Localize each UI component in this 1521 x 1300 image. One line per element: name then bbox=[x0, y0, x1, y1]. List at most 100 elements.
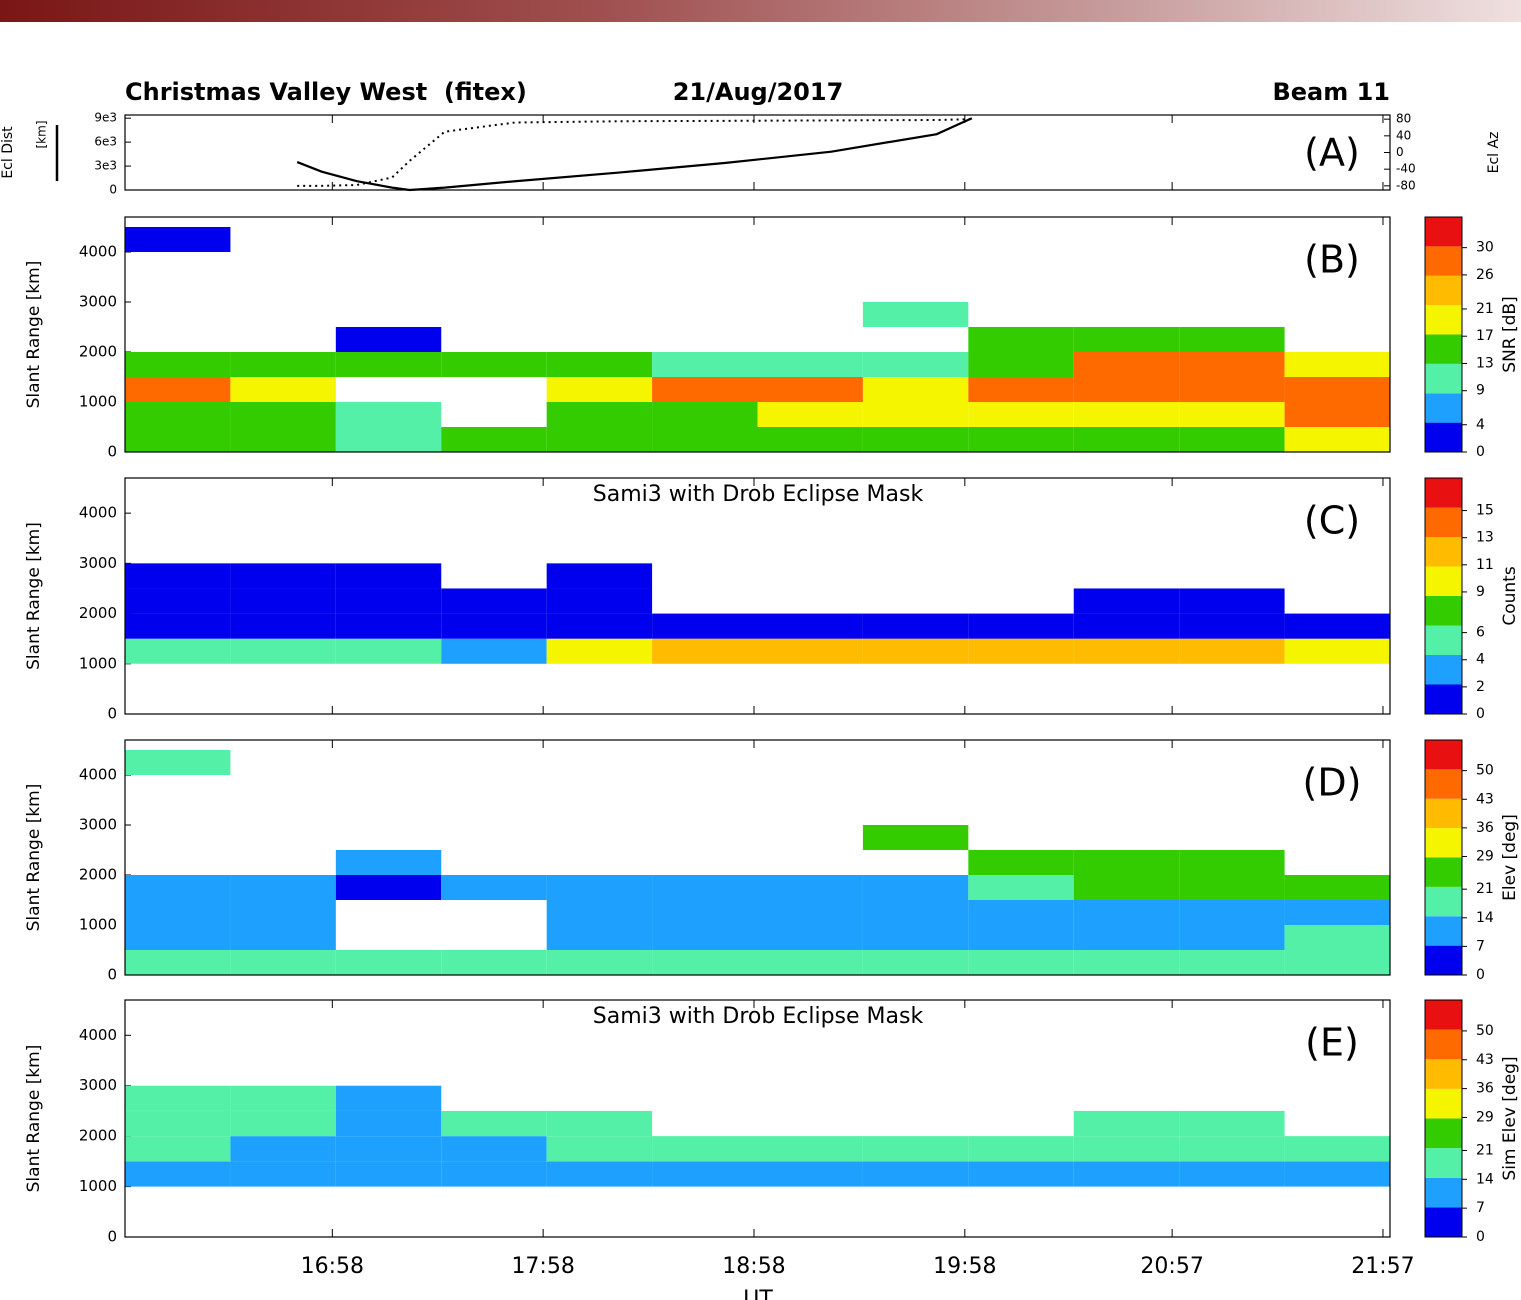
colorbar-segment bbox=[1425, 275, 1462, 306]
heatmap-cell bbox=[125, 227, 231, 252]
heatmap-cell bbox=[125, 750, 231, 775]
heatmap-cell bbox=[862, 352, 969, 377]
colorbar-tick-label: 43 bbox=[1476, 1052, 1494, 1068]
heatmap-cell bbox=[546, 638, 653, 664]
colorbar-tick-label: 13 bbox=[1476, 530, 1494, 546]
heatmap-cell bbox=[230, 402, 336, 427]
colorbar-tick-label: 0 bbox=[1476, 444, 1485, 460]
heatmap-cell bbox=[546, 950, 653, 975]
heatmap-cell bbox=[968, 850, 1074, 875]
panel-label: (D) bbox=[1303, 761, 1362, 805]
colorbar-tick-label: 36 bbox=[1476, 820, 1494, 836]
plot-frame bbox=[124, 999, 1391, 1238]
heatmap-cell bbox=[125, 427, 231, 452]
figure-date: 21/Aug/2017 bbox=[673, 78, 844, 106]
heatmap-cell bbox=[1179, 327, 1285, 352]
heatmap-cell bbox=[652, 950, 758, 975]
y-tick-label: 3000 bbox=[79, 554, 117, 572]
heatmap-cell bbox=[1179, 1136, 1285, 1162]
heatmap-cell bbox=[968, 613, 1074, 639]
colorbar-segment bbox=[1425, 537, 1462, 567]
heatmap-cell bbox=[335, 950, 442, 975]
heatmap-cell bbox=[968, 402, 1074, 427]
heatmap-cell bbox=[1284, 402, 1390, 427]
heatmap-cell bbox=[1179, 427, 1285, 452]
colorbar-tick-label: 9 bbox=[1476, 383, 1485, 399]
colorbar-tick-label: 9 bbox=[1476, 584, 1485, 600]
heatmap-cell bbox=[230, 352, 336, 377]
heatmap-cell bbox=[862, 825, 969, 850]
heatmap-cell bbox=[1284, 377, 1390, 402]
heatmap-cell bbox=[1073, 950, 1180, 975]
y2-tick-label: 40 bbox=[1396, 128, 1411, 142]
y-tick-label: 6e3 bbox=[94, 135, 117, 149]
colorbar-segment bbox=[1425, 422, 1462, 452]
heatmap-cell bbox=[862, 302, 969, 327]
heatmap-cell bbox=[125, 613, 231, 639]
y-tick-label: 4000 bbox=[79, 243, 117, 261]
heatmap-cell bbox=[1179, 1161, 1285, 1187]
figure-beam: Beam 11 bbox=[1272, 78, 1390, 106]
y-tick-label: 3000 bbox=[79, 293, 117, 311]
heatmap-cell bbox=[757, 402, 863, 427]
y-label: Ecl Dist bbox=[0, 126, 16, 179]
heatmap-cell bbox=[652, 1136, 758, 1162]
heatmap-cell bbox=[757, 427, 863, 452]
y2-label: Ecl Az bbox=[1486, 132, 1502, 174]
panel-label: (E) bbox=[1305, 1021, 1359, 1065]
colorbar-tick-label: 0 bbox=[1476, 1229, 1485, 1245]
heatmap-cell bbox=[1073, 427, 1180, 452]
heatmap-cell bbox=[125, 377, 231, 402]
heatmap-cell bbox=[1073, 352, 1180, 377]
heatmap-cell bbox=[862, 377, 969, 402]
x-tick-label: 19:58 bbox=[933, 1254, 996, 1279]
y-label: Slant Range [km] bbox=[24, 784, 44, 932]
heatmap-cell bbox=[1073, 638, 1180, 664]
heatmap-cell bbox=[1179, 588, 1285, 614]
heatmap-cell bbox=[546, 588, 653, 614]
heatmap-cell bbox=[757, 638, 863, 664]
y-tick-label: 4000 bbox=[79, 504, 117, 522]
heatmap-cell bbox=[230, 1161, 336, 1187]
heatmap-cell bbox=[335, 402, 442, 427]
heatmap-cell bbox=[335, 1161, 442, 1187]
x-label: UT bbox=[743, 1287, 773, 1300]
colorbar-segment bbox=[1425, 1059, 1462, 1089]
colorbar-tick-label: 0 bbox=[1476, 967, 1485, 983]
heatmap-cell bbox=[1179, 900, 1285, 925]
slide-banner bbox=[0, 0, 1521, 22]
heatmap-cell bbox=[441, 588, 547, 614]
colorbar-tick-label: 4 bbox=[1476, 417, 1485, 433]
y-tick-label: 2000 bbox=[79, 604, 117, 622]
y2-tick-label: -40 bbox=[1396, 162, 1416, 176]
y-tick-label: 0 bbox=[109, 183, 117, 197]
colorbar-segment bbox=[1425, 478, 1462, 508]
heatmap-cell bbox=[546, 1136, 653, 1162]
heatmap-cell bbox=[1073, 613, 1180, 639]
heatmap-cell bbox=[125, 1136, 231, 1162]
heatmap-cell bbox=[441, 875, 547, 900]
heatmap-cell bbox=[1179, 950, 1285, 975]
colorbar-segment bbox=[1425, 684, 1462, 714]
heatmap-cell bbox=[230, 427, 336, 452]
y-tick-label: 1000 bbox=[79, 1177, 117, 1195]
heatmap-cell bbox=[125, 402, 231, 427]
heatmap-cell bbox=[757, 352, 863, 377]
heatmap-cell bbox=[335, 563, 442, 589]
heatmap-cell bbox=[652, 925, 758, 950]
heatmap-cell bbox=[968, 327, 1074, 352]
y-tick-label: 2000 bbox=[79, 1127, 117, 1145]
heatmap-cell bbox=[546, 875, 653, 900]
y-tick-label: 1000 bbox=[79, 393, 117, 411]
heatmap-cell bbox=[1284, 875, 1390, 900]
heatmap-cell bbox=[652, 377, 758, 402]
colorbar-segment bbox=[1425, 334, 1462, 364]
heatmap-cell bbox=[968, 900, 1074, 925]
heatmap-cell bbox=[757, 377, 863, 402]
heatmap-cell bbox=[335, 875, 442, 900]
plot-frame bbox=[124, 477, 1391, 715]
heatmap-cell bbox=[862, 402, 969, 427]
colorbar-tick-label: 26 bbox=[1476, 267, 1494, 283]
colorbar-label: Sim Elev [deg] bbox=[1500, 1056, 1520, 1180]
colorbar-segment bbox=[1425, 393, 1462, 423]
